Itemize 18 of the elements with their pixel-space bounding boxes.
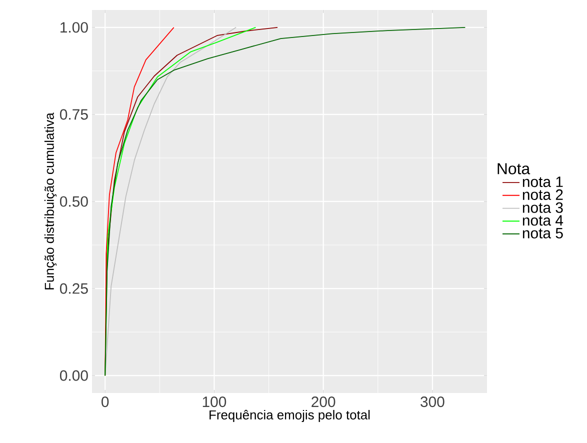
line-series [104,26,466,376]
legend-label: nota 2 [522,189,563,200]
x-tick-label: 300 [420,396,444,408]
y-tick-label: 0.75 [60,109,88,120]
y-tick-label: 0.50 [60,196,88,207]
legend-label: nota 3 [522,202,563,213]
x-tick-label: 100 [202,396,226,408]
legend-label: nota 1 [522,176,563,188]
y-tick-label: 0.00 [60,370,88,381]
legend-label: nota 4 [522,215,564,226]
legend-title: Nota [498,163,530,174]
x-axis-title: Frequência emojis pelo total [210,410,370,422]
y-tick-label: 1.00 [60,22,88,33]
x-tick-label: 200 [312,396,336,408]
legend-label: nota 5 [522,228,563,238]
x-tick-label: 0 [102,396,109,408]
y-tick-label: 0.25 [60,283,88,294]
y-axis-title: Função distribuição cumulativa [44,112,57,290]
